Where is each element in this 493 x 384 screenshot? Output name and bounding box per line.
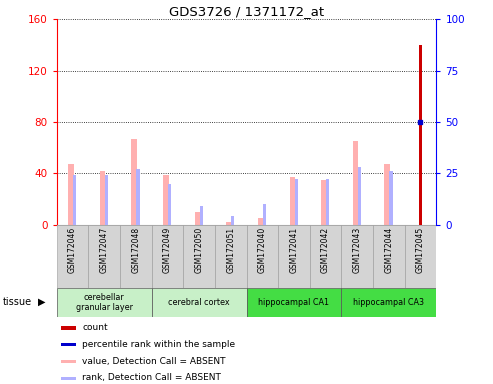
Bar [246, 225, 278, 288]
Bar [152, 225, 183, 288]
Bar [61, 377, 76, 380]
Bar [57, 225, 88, 288]
Bar [137, 169, 140, 225]
Text: GSM172045: GSM172045 [416, 227, 425, 273]
Bar [215, 225, 246, 288]
Bar [295, 179, 298, 225]
Bar [341, 288, 436, 317]
Bar [326, 179, 329, 225]
Bar [373, 225, 405, 288]
Bar [61, 343, 76, 346]
Text: count: count [82, 323, 108, 332]
Text: GSM172043: GSM172043 [352, 227, 362, 273]
Bar [200, 206, 203, 225]
Bar [57, 288, 152, 317]
Bar [289, 177, 295, 225]
Text: ▶: ▶ [38, 297, 46, 307]
Bar [68, 164, 74, 225]
Text: cerebellar
granular layer: cerebellar granular layer [75, 293, 133, 312]
Text: hippocampal CA1: hippocampal CA1 [258, 298, 329, 307]
Title: GDS3726 / 1371172_at: GDS3726 / 1371172_at [169, 5, 324, 18]
Text: GSM172044: GSM172044 [385, 227, 393, 273]
Bar [100, 171, 106, 225]
Bar [263, 204, 266, 225]
Bar [120, 225, 152, 288]
Bar [226, 222, 232, 225]
Bar [258, 218, 264, 225]
Text: GSM172051: GSM172051 [226, 227, 235, 273]
Bar [231, 217, 235, 225]
Bar [61, 360, 76, 363]
Bar [389, 171, 392, 225]
Text: GSM172047: GSM172047 [100, 227, 108, 273]
Text: hippocampal CA3: hippocampal CA3 [353, 298, 424, 307]
Bar [183, 225, 215, 288]
Bar [321, 180, 327, 225]
Text: GSM172048: GSM172048 [131, 227, 141, 273]
Bar [278, 225, 310, 288]
Bar [353, 141, 358, 225]
Bar [195, 212, 200, 225]
Bar [168, 184, 171, 225]
Bar [385, 164, 390, 225]
Bar [131, 139, 137, 225]
Bar [246, 288, 341, 317]
Text: GSM172050: GSM172050 [195, 227, 204, 273]
Text: GSM172042: GSM172042 [321, 227, 330, 273]
Bar [163, 175, 169, 225]
Bar [88, 225, 120, 288]
Bar [61, 326, 76, 329]
Text: GSM172041: GSM172041 [289, 227, 298, 273]
Text: value, Detection Call = ABSENT: value, Detection Call = ABSENT [82, 357, 226, 366]
Bar [73, 175, 76, 225]
Bar [419, 45, 422, 225]
Text: tissue: tissue [2, 297, 32, 307]
Text: GSM172040: GSM172040 [258, 227, 267, 273]
Bar [341, 225, 373, 288]
Bar [405, 225, 436, 288]
Text: percentile rank within the sample: percentile rank within the sample [82, 340, 236, 349]
Text: cerebral cortex: cerebral cortex [168, 298, 230, 307]
Text: rank, Detection Call = ABSENT: rank, Detection Call = ABSENT [82, 374, 221, 382]
Bar [358, 167, 361, 225]
Bar [152, 288, 246, 317]
Text: GSM172049: GSM172049 [163, 227, 172, 273]
Text: GSM172046: GSM172046 [68, 227, 77, 273]
Bar [105, 175, 108, 225]
Bar [310, 225, 341, 288]
